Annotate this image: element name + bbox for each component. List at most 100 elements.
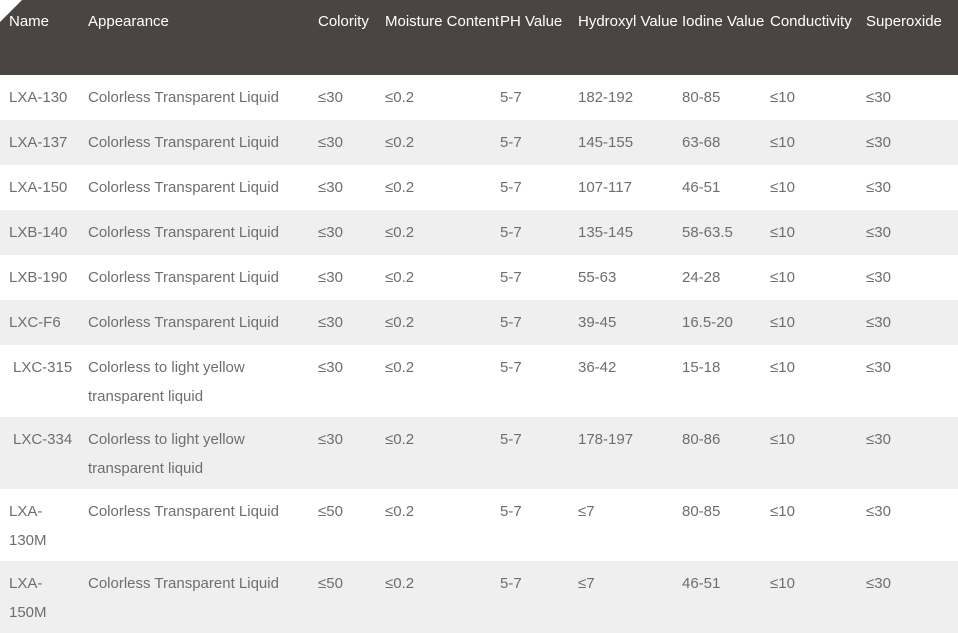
cell-moisture-content: ≤0.2	[385, 120, 500, 165]
cell-colority: ≤30	[318, 255, 385, 300]
cell-text: 5-7	[500, 431, 522, 448]
cell-text: ≤0.2	[385, 431, 415, 448]
cell-text: LXC-F6	[9, 314, 61, 331]
cell-text: 80-85	[682, 89, 721, 106]
cell-moisture-content: ≤0.2	[385, 75, 500, 120]
cell-superoxide: ≤30	[866, 120, 958, 165]
cell-text: LXA-150	[9, 179, 68, 196]
table-row: LXA-150 Colorless Transparent Liquid ≤30 ≤0…	[0, 165, 958, 210]
cell-text: Colorless Transparent Liquid	[88, 269, 279, 286]
cell-text: 107-117	[578, 179, 632, 196]
cell-text: ≤10	[770, 503, 795, 520]
cell-appearance: Colorless Transparent Liquid	[79, 165, 318, 210]
cell-conductivity: ≤10	[770, 417, 866, 489]
cell-hydroxyl-value: ≤7	[578, 561, 682, 633]
cell-moisture-content: ≤0.2	[385, 561, 500, 633]
cell-text: ≤10	[770, 575, 795, 592]
cell-superoxide: ≤30	[866, 417, 958, 489]
cell-name: LXA-130	[0, 75, 79, 120]
cell-text: ≤10	[770, 134, 795, 151]
cell-text: ≤10	[770, 89, 795, 106]
cell-text: ≤30	[866, 134, 891, 151]
cell-text: ≤30	[866, 89, 891, 106]
table-row: LXB-140 Colorless Transparent Liquid ≤30 ≤0…	[0, 210, 958, 255]
cell-appearance: Colorless to light yellow transparent li…	[79, 417, 318, 489]
cell-text: LXB-140	[9, 224, 68, 241]
cell-name: LXB-190	[0, 255, 79, 300]
cell-conductivity: ≤10	[770, 345, 866, 417]
cell-appearance: Colorless Transparent Liquid	[79, 300, 318, 345]
cell-iodine-value: 80-85	[682, 75, 770, 120]
table-header: Name Appearance Colority Moisture Content PH…	[0, 0, 958, 75]
cell-superoxide: ≤30	[866, 165, 958, 210]
cell-text: ≤50	[318, 503, 343, 520]
cell-text: Colorless Transparent Liquid	[88, 314, 279, 331]
cell-text: LXC-315	[13, 359, 73, 376]
cell-text: ≤0.2	[385, 575, 415, 592]
cell-ph-value: 5-7	[500, 210, 578, 255]
cell-iodine-value: 80-86	[682, 417, 770, 489]
cell-text: ≤30	[318, 89, 343, 106]
cell-colority: ≤50	[318, 489, 385, 561]
cell-moisture-content: ≤0.2	[385, 165, 500, 210]
cell-text: 46-51	[682, 575, 721, 592]
cell-text: ≤10	[770, 224, 795, 241]
cell-text: ≤10	[770, 314, 795, 331]
cell-moisture-content: ≤0.2	[385, 255, 500, 300]
cell-iodine-value: 58-63.5	[682, 210, 770, 255]
column-header-superoxide: Superoxide	[866, 13, 942, 30]
cell-iodine-value: 46-51	[682, 165, 770, 210]
cell-text: Colorless to light yellow transparent li…	[88, 431, 245, 477]
cell-superoxide: ≤30	[866, 255, 958, 300]
cell-colority: ≤30	[318, 417, 385, 489]
cell-colority: ≤30	[318, 345, 385, 417]
cell-text: Colorless Transparent Liquid	[88, 224, 279, 241]
column-header-iodine-value: Iodine Value	[682, 13, 765, 30]
cell-name: LXA-137	[0, 120, 79, 165]
cell-text: ≤30	[866, 314, 891, 331]
corner-decoration	[0, 0, 22, 22]
column-header-ph-value: PH Value	[500, 13, 563, 30]
table-row: LXA-150M Colorless Transparent Liquid ≤50 ≤…	[0, 561, 958, 633]
cell-text: ≤0.2	[385, 179, 415, 196]
cell-appearance: Colorless Transparent Liquid	[79, 489, 318, 561]
cell-text: 135-145	[578, 224, 634, 241]
cell-text: 58-63.5	[682, 224, 733, 241]
cell-text: ≤30	[318, 134, 343, 151]
cell-iodine-value: 63-68	[682, 120, 770, 165]
cell-text: ≤0.2	[385, 134, 415, 151]
cell-text: ≤30	[318, 431, 343, 448]
cell-text: ≤30	[866, 179, 891, 196]
table-row: LXB-190 Colorless Transparent Liquid ≤30 ≤0…	[0, 255, 958, 300]
column-header-appearance: Appearance	[88, 13, 169, 30]
cell-hydroxyl-value: 145-155	[578, 120, 682, 165]
cell-moisture-content: ≤0.2	[385, 489, 500, 561]
cell-ph-value: 5-7	[500, 165, 578, 210]
cell-text: ≤30	[866, 224, 891, 241]
cell-hydroxyl-value: ≤7	[578, 489, 682, 561]
cell-name: LXC-334	[0, 417, 79, 489]
cell-text: ≤30	[318, 269, 343, 286]
cell-hydroxyl-value: 178-197	[578, 417, 682, 489]
cell-text: ≤30	[318, 179, 343, 196]
header-row: Name Appearance Colority Moisture Content PH…	[0, 0, 958, 75]
cell-name: LXA-150	[0, 165, 79, 210]
cell-iodine-value: 80-85	[682, 489, 770, 561]
cell-text: Colorless Transparent Liquid	[88, 179, 279, 196]
cell-text: ≤10	[770, 269, 795, 286]
cell-superoxide: ≤30	[866, 300, 958, 345]
cell-text: ≤30	[318, 359, 343, 376]
cell-conductivity: ≤10	[770, 255, 866, 300]
cell-text: ≤7	[578, 575, 595, 592]
cell-name: LXB-140	[0, 210, 79, 255]
cell-text: ≤30	[318, 314, 343, 331]
cell-text: Colorless Transparent Liquid	[88, 575, 279, 592]
cell-appearance: Colorless Transparent Liquid	[79, 120, 318, 165]
cell-conductivity: ≤10	[770, 165, 866, 210]
cell-text: 5-7	[500, 269, 522, 286]
cell-superoxide: ≤30	[866, 345, 958, 417]
cell-conductivity: ≤10	[770, 210, 866, 255]
cell-text: LXA-150M	[9, 575, 47, 621]
cell-hydroxyl-value: 39-45	[578, 300, 682, 345]
